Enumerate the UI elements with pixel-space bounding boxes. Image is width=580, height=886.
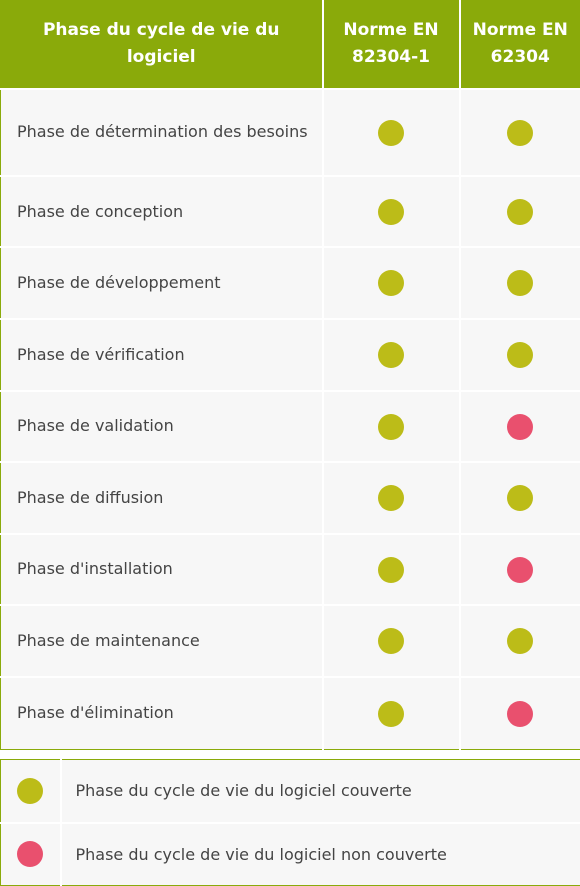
phase-cell: Phase de maintenance xyxy=(1,605,323,677)
covered-dot-icon xyxy=(378,270,404,296)
en82304-cell xyxy=(323,247,460,319)
table-row: Phase d'installation xyxy=(1,534,580,606)
legend-dot-cell xyxy=(1,823,61,886)
phase-cell: Phase d'élimination xyxy=(1,677,323,750)
phase-cell: Phase de détermination des besoins xyxy=(1,89,323,176)
en62304-cell xyxy=(460,391,580,463)
covered-dot-icon xyxy=(378,628,404,654)
covered-dot-icon xyxy=(507,485,533,511)
en62304-cell xyxy=(460,677,580,750)
phase-cell: Phase de développement xyxy=(1,247,323,319)
covered-dot-icon xyxy=(507,270,533,296)
en62304-cell xyxy=(460,534,580,606)
table-header-row: Phase du cycle de vie du logiciel Norme … xyxy=(1,0,580,89)
en82304-cell xyxy=(323,462,460,534)
header-en82304: Norme EN 82304-1 xyxy=(323,0,460,89)
not-covered-dot-icon xyxy=(507,557,533,583)
legend-label: Phase du cycle de vie du logiciel non co… xyxy=(61,823,580,886)
en82304-cell xyxy=(323,319,460,391)
table-row: Phase de développement xyxy=(1,247,580,319)
legend-table: Phase du cycle de vie du logiciel couver… xyxy=(0,759,580,886)
not-covered-dot-icon xyxy=(507,701,533,727)
legend-row: Phase du cycle de vie du logiciel non co… xyxy=(1,823,580,886)
en62304-cell xyxy=(460,462,580,534)
covered-dot-icon xyxy=(378,342,404,368)
covered-dot-icon xyxy=(507,120,533,146)
header-phase: Phase du cycle de vie du logiciel xyxy=(1,0,323,89)
table-row: Phase d'élimination xyxy=(1,677,580,750)
covered-dot-icon xyxy=(378,120,404,146)
en62304-cell xyxy=(460,247,580,319)
table-row: Phase de détermination des besoins xyxy=(1,89,580,176)
covered-dot-icon xyxy=(17,778,43,804)
header-en62304: Norme EN 62304 xyxy=(460,0,580,89)
covered-dot-icon xyxy=(507,342,533,368)
covered-dot-icon xyxy=(378,701,404,727)
covered-dot-icon xyxy=(507,199,533,225)
en82304-cell xyxy=(323,534,460,606)
table-row: Phase de vérification xyxy=(1,319,580,391)
covered-dot-icon xyxy=(507,628,533,654)
covered-dot-icon xyxy=(378,557,404,583)
phase-cell: Phase de diffusion xyxy=(1,462,323,534)
lifecycle-coverage-table: Phase du cycle de vie du logiciel Norme … xyxy=(0,0,580,750)
en62304-cell xyxy=(460,89,580,176)
table-row: Phase de maintenance xyxy=(1,605,580,677)
en62304-cell xyxy=(460,176,580,248)
covered-dot-icon xyxy=(378,199,404,225)
not-covered-dot-icon xyxy=(17,841,43,867)
phase-cell: Phase d'installation xyxy=(1,534,323,606)
en82304-cell xyxy=(323,605,460,677)
table-row: Phase de diffusion xyxy=(1,462,580,534)
en62304-cell xyxy=(460,319,580,391)
table-row: Phase de conception xyxy=(1,176,580,248)
covered-dot-icon xyxy=(378,414,404,440)
en82304-cell xyxy=(323,391,460,463)
legend-dot-cell xyxy=(1,760,61,823)
en82304-cell xyxy=(323,89,460,176)
legend-row: Phase du cycle de vie du logiciel couver… xyxy=(1,760,580,823)
en82304-cell xyxy=(323,677,460,750)
legend-label: Phase du cycle de vie du logiciel couver… xyxy=(61,760,580,823)
table-row: Phase de validation xyxy=(1,391,580,463)
phase-cell: Phase de vérification xyxy=(1,319,323,391)
en82304-cell xyxy=(323,176,460,248)
phase-cell: Phase de validation xyxy=(1,391,323,463)
not-covered-dot-icon xyxy=(507,414,533,440)
phase-cell: Phase de conception xyxy=(1,176,323,248)
covered-dot-icon xyxy=(378,485,404,511)
en62304-cell xyxy=(460,605,580,677)
